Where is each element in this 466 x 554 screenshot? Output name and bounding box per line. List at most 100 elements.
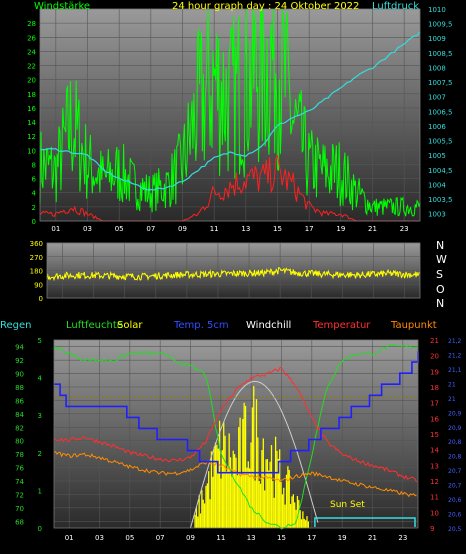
tick-temp-11: 11 <box>430 494 439 502</box>
tick-x3-11: 11 <box>216 534 225 542</box>
tick-t5-2: 20,6 <box>448 497 462 504</box>
tick-left-12: 12 <box>27 133 36 141</box>
legend-solar: Solar <box>117 320 143 331</box>
series-temp-5cm <box>54 351 419 474</box>
tick-temp-9: 9 <box>430 525 434 533</box>
tick-t5-10: 21 <box>448 381 456 388</box>
tick-x3-07: 07 <box>156 534 165 542</box>
plot-frame-1 <box>39 8 421 222</box>
tick-dir-90: 90 <box>34 281 43 289</box>
wind-pressure-panel: 024681012141618202224262810031003,510041… <box>27 6 452 233</box>
tick-hum-82: 82 <box>15 424 24 432</box>
tick-x-07: 07 <box>146 225 155 233</box>
tick-t5-11: 21,1 <box>448 367 462 374</box>
tick-x3-15: 15 <box>277 534 286 542</box>
tick-solar-1: 1 <box>38 487 42 495</box>
pressure-axis-label: Luftdruck <box>372 1 420 12</box>
tick-temp-18: 18 <box>430 384 439 392</box>
plot-frame-3 <box>53 339 419 529</box>
tick-hum-68: 68 <box>15 518 24 526</box>
tick-left-0: 0 <box>32 218 36 226</box>
tick-solar-5: 5 <box>38 337 42 345</box>
tick-t5-7: 20,9 <box>448 425 462 432</box>
tick-x3-09: 09 <box>186 534 195 542</box>
tick-x3-05: 05 <box>125 534 134 542</box>
tick-right-1004: 1004 <box>428 181 446 189</box>
tick-left-24: 24 <box>27 48 36 56</box>
tick-solar-3: 3 <box>38 412 42 420</box>
tick-hum-78: 78 <box>15 451 24 459</box>
tick-hum-80: 80 <box>15 438 24 446</box>
tick-left-10: 10 <box>27 147 36 155</box>
tick-left-20: 20 <box>27 77 36 85</box>
tick-x-17: 17 <box>305 225 314 233</box>
tick-x3-01: 01 <box>65 534 74 542</box>
plot-frame-2 <box>46 242 421 299</box>
tick-x-15: 15 <box>273 225 282 233</box>
tick-right-1009: 1009 <box>428 35 446 43</box>
tick-x3-21: 21 <box>368 534 377 542</box>
tick-hum-72: 72 <box>15 491 24 499</box>
tick-t5-0: 20,5 <box>448 526 462 533</box>
tick-temp-14: 14 <box>430 447 439 455</box>
tick-left-26: 26 <box>27 34 36 42</box>
tick-temp-16: 16 <box>430 415 439 423</box>
tick-x-05: 05 <box>115 225 124 233</box>
tick-left-14: 14 <box>27 119 36 127</box>
tick-temp-17: 17 <box>430 400 439 408</box>
tick-right-1008,5: 1008,5 <box>428 50 453 58</box>
tick-temp-12: 12 <box>430 478 439 486</box>
tick-right-1007: 1007 <box>428 94 446 102</box>
tick-right-1006,5: 1006,5 <box>428 108 453 116</box>
tick-dir-360: 360 <box>30 240 43 248</box>
compass-n-top: N <box>436 239 445 252</box>
tick-left-22: 22 <box>27 63 36 71</box>
tick-hum-86: 86 <box>15 397 24 405</box>
tick-right-1004,5: 1004,5 <box>428 167 453 175</box>
compass-n-bottom: N <box>436 297 445 310</box>
series-windstarke <box>39 8 421 217</box>
tick-hum-84: 84 <box>15 411 24 419</box>
tick-x-01: 01 <box>51 225 60 233</box>
tick-t5-6: 20,8 <box>448 439 462 446</box>
tick-t5-9: 21 <box>448 396 456 403</box>
tick-x-09: 09 <box>178 225 187 233</box>
legend-temperature: Temperatur <box>313 320 371 331</box>
tick-t5-5: 20,8 <box>448 454 462 461</box>
tick-right-1007,5: 1007,5 <box>428 79 453 87</box>
temperature-humidity-panel: 6870727476788082848688909294012345910111… <box>15 337 461 542</box>
tick-temp-21: 21 <box>430 337 439 345</box>
tick-x-23: 23 <box>400 225 409 233</box>
tick-temp-10: 10 <box>430 509 439 517</box>
tick-right-1005,5: 1005,5 <box>428 138 453 146</box>
legend-temp5cm: Temp. 5cm <box>174 320 229 331</box>
sunset-annotation: Sun Set <box>330 500 365 510</box>
legend-rain: Regen <box>0 320 32 331</box>
tick-x3-03: 03 <box>95 534 104 542</box>
tick-t5-13: 21,2 <box>448 338 462 345</box>
tick-dir-180: 180 <box>30 268 43 276</box>
tick-left-8: 8 <box>32 161 36 169</box>
tick-x-13: 13 <box>241 225 250 233</box>
tick-t5-3: 20,7 <box>448 483 462 490</box>
wind-direction-panel: 0 90 180 270 360 <box>30 240 421 303</box>
tick-temp-15: 15 <box>430 431 439 439</box>
compass-s: S <box>436 268 443 281</box>
tick-dir-270: 270 <box>30 254 43 262</box>
tick-right-1009,5: 1009,5 <box>428 21 453 29</box>
wind-axis-label: Windstärke <box>34 1 91 12</box>
tick-left-2: 2 <box>32 204 36 212</box>
tick-x-03: 03 <box>83 225 92 233</box>
tick-t5-8: 20,9 <box>448 410 462 417</box>
compass-o: O <box>436 283 445 296</box>
tick-hum-74: 74 <box>15 478 24 486</box>
tick-x-19: 19 <box>336 225 345 233</box>
tick-right-1010: 1010 <box>428 6 446 14</box>
tick-t5-1: 20,6 <box>448 512 462 519</box>
tick-hum-76: 76 <box>15 465 24 473</box>
series-temperatur <box>53 366 417 483</box>
compass-w: W <box>436 253 447 266</box>
tick-right-1003,5: 1003,5 <box>428 196 453 204</box>
tick-hum-70: 70 <box>15 505 24 513</box>
